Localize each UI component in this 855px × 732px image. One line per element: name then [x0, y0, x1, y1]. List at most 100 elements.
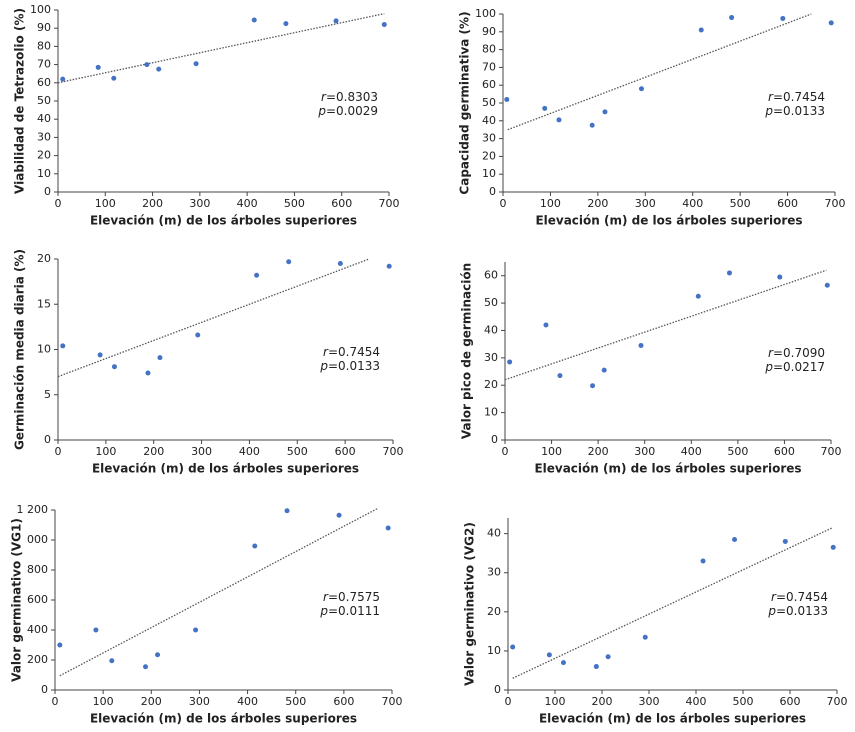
- y-tick-label: 10: [487, 644, 501, 657]
- y-tick-label: 0: [491, 433, 498, 446]
- y-tick-label: 30: [37, 130, 51, 143]
- x-tick-label: 300: [189, 695, 210, 708]
- point: [109, 658, 115, 664]
- point: [111, 75, 117, 81]
- point: [726, 270, 732, 276]
- y-axis-title: Viabilidad de Tetrazolio (%): [13, 8, 27, 194]
- x-tick-label: 400: [237, 197, 258, 210]
- point: [828, 20, 834, 26]
- y-tick-label: 50: [37, 94, 51, 107]
- x-tick-label: 700: [379, 197, 400, 210]
- x-tick-label: 600: [780, 695, 801, 708]
- stat-line: p=0.0029: [318, 104, 378, 118]
- point: [830, 544, 836, 550]
- stat-line: r=0.7090: [768, 346, 825, 360]
- y-tick-label: 70: [482, 60, 496, 73]
- point: [542, 105, 548, 111]
- x-tick-label: 100: [541, 445, 562, 458]
- point: [589, 122, 595, 128]
- stat-line: p=0.0133: [768, 604, 828, 618]
- x-tick-label: 100: [93, 695, 114, 708]
- x-tick-label: 400: [682, 197, 703, 210]
- point: [642, 634, 648, 640]
- y-axis-title: Germinación media diaria (%): [13, 249, 27, 450]
- x-tick-label: 100: [540, 197, 561, 210]
- point: [560, 660, 566, 666]
- y-tick-label: 40: [482, 114, 496, 127]
- point: [556, 117, 562, 123]
- point: [143, 664, 149, 670]
- stats: r=0.7454 p=0.0133: [768, 590, 828, 618]
- x-tick-label: 300: [189, 197, 210, 210]
- x-tick-label: 700: [825, 197, 846, 210]
- x-tick-label: 500: [285, 695, 306, 708]
- x-tick-label: 600: [333, 695, 354, 708]
- x-tick-label: 200: [592, 695, 613, 708]
- y-axis-title: Valor pico de germinación: [460, 263, 474, 439]
- point: [543, 322, 549, 328]
- point: [60, 76, 66, 82]
- point: [557, 373, 563, 379]
- y-tick-label: 400: [27, 623, 48, 636]
- x-tick-label: 500: [287, 445, 308, 458]
- point: [700, 558, 706, 564]
- x-tick-label: 600: [777, 197, 798, 210]
- x-axis-title: Elevación (m) de los árboles superiores: [534, 462, 801, 476]
- point: [333, 18, 339, 24]
- point: [144, 62, 150, 68]
- x-tick-label: 500: [730, 197, 751, 210]
- y-tick-label: 0: [44, 185, 51, 198]
- y-tick-label: 80: [37, 39, 51, 52]
- y-tick-label: 40: [37, 112, 51, 125]
- y-tick-label: 10: [484, 406, 498, 419]
- x-tick-label: 0: [502, 445, 509, 458]
- point: [157, 355, 163, 361]
- x-tick-label: 200: [588, 445, 609, 458]
- stats: r=0.7575 p=0.0111: [320, 590, 380, 618]
- y-tick-label: 20: [37, 149, 51, 162]
- x-tick-label: 700: [827, 695, 848, 708]
- x-tick-label: 400: [686, 695, 707, 708]
- stat-line: p=0.0133: [320, 359, 380, 373]
- x-tick-label: 300: [634, 445, 655, 458]
- x-tick-label: 400: [237, 695, 258, 708]
- x-tick-label: 0: [500, 197, 507, 210]
- stat-line: r=0.7454: [771, 590, 828, 604]
- stats: r=0.8303 p=0.0029: [318, 90, 378, 118]
- y-tick-label: 600: [27, 593, 48, 606]
- point: [156, 66, 162, 72]
- trend-line: [504, 269, 827, 381]
- y-tick-label: 50: [484, 296, 498, 309]
- y-axis-title: Capacidad germinativa (%): [458, 11, 472, 194]
- trend-line: [512, 527, 833, 679]
- stats: r=0.7454 p=0.0133: [320, 345, 380, 373]
- y-tick-label: 30: [484, 351, 498, 364]
- stat-line: r=0.8303: [321, 90, 378, 104]
- point: [729, 15, 735, 21]
- x-tick-label: 600: [335, 445, 356, 458]
- y-tick-label: 30: [482, 132, 496, 145]
- y-tick-label: 200: [27, 653, 48, 666]
- point: [251, 17, 257, 23]
- point: [60, 343, 66, 349]
- point: [732, 537, 738, 542]
- x-tick-label: 100: [95, 197, 116, 210]
- stat-line: p=0.0111: [320, 604, 380, 618]
- x-tick-label: 500: [284, 197, 305, 210]
- y-axis-title: Valor germinativo (VG2): [463, 522, 477, 686]
- point: [57, 642, 63, 648]
- y-tick-label: 10: [482, 167, 496, 180]
- point: [254, 272, 260, 278]
- point: [286, 259, 292, 265]
- y-tick-label: 100: [30, 3, 51, 16]
- y-tick-label: 90: [37, 21, 51, 34]
- x-axis-title: Elevación (m) de los árboles superiores: [90, 214, 357, 228]
- point: [386, 263, 392, 269]
- point: [155, 652, 161, 658]
- x-tick-label: 200: [587, 197, 608, 210]
- point: [510, 644, 516, 650]
- y-tick-label: 800: [27, 563, 48, 576]
- point: [111, 364, 117, 370]
